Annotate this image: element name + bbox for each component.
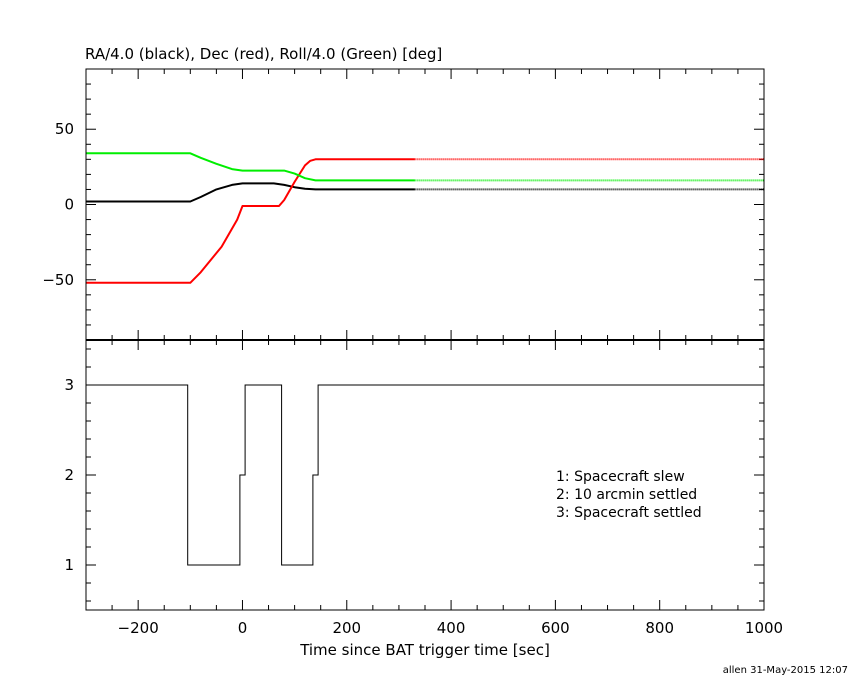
status-y-tick-labels: 1 2 3 xyxy=(64,376,74,574)
status-series-group xyxy=(86,384,764,566)
status-x-tick-label: 200 xyxy=(332,619,361,637)
status-y-tick-label: 1 xyxy=(64,556,74,574)
attitude-y-tick-label: −50 xyxy=(42,271,74,289)
attitude-series-1-line xyxy=(86,158,415,284)
attitude-panel: RA/4.0 (black), Dec (red), Roll/4.0 (Gre… xyxy=(42,45,765,341)
status-y-tick-label: 3 xyxy=(64,376,74,394)
status-legend: 1: Spacecraft slew 2: 10 arcmin settled … xyxy=(556,469,702,521)
status-x-tick-label: 0 xyxy=(238,619,248,637)
status-x-tick-label: 600 xyxy=(541,619,570,637)
attitude-y-tick-label: 0 xyxy=(64,196,74,214)
status-x-tick-labels: −200 0 200 400 600 800 1000 xyxy=(118,619,784,637)
credit-stamp: allen 31-May-2015 12:07 xyxy=(723,665,848,676)
x-axis-title: Time since BAT trigger time [sec] xyxy=(299,641,550,659)
status-x-tick-label: 1000 xyxy=(745,619,783,637)
attitude-panel-title: RA/4.0 (black), Dec (red), Roll/4.0 (Gre… xyxy=(85,45,442,63)
legend-entry-settled: 3: Spacecraft settled xyxy=(556,505,702,521)
attitude-series-2-line xyxy=(86,152,415,182)
status-series-line xyxy=(86,384,764,566)
status-y-tick-label: 2 xyxy=(64,466,74,484)
attitude-series-group xyxy=(86,152,764,284)
status-x-tick-label: 400 xyxy=(437,619,466,637)
attitude-y-tick-labels: −50 0 50 xyxy=(42,120,74,289)
legend-entry-10arcmin: 2: 10 arcmin settled xyxy=(556,487,697,503)
status-x-tick-label: −200 xyxy=(118,619,159,637)
status-x-tick-label: 800 xyxy=(645,619,674,637)
legend-entry-slew: 1: Spacecraft slew xyxy=(556,469,685,485)
attitude-y-tick-label: 50 xyxy=(55,120,74,138)
attitude-series-0-line xyxy=(86,182,415,203)
